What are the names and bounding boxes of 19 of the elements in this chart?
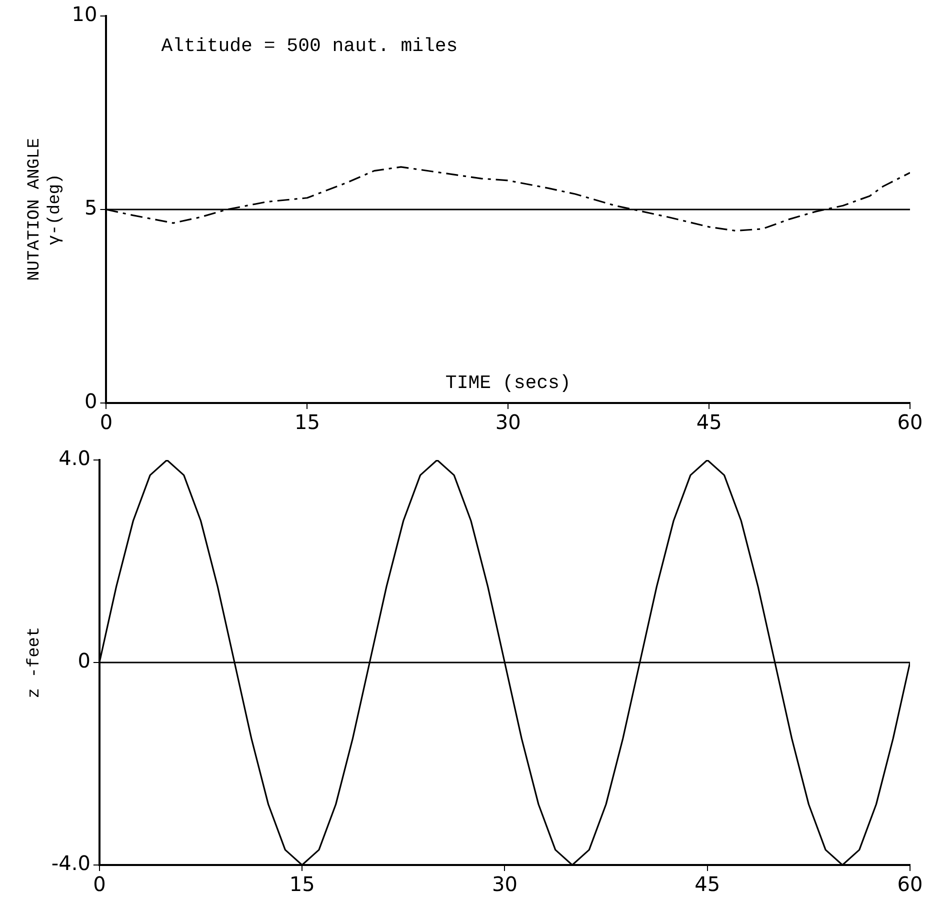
y-axis-title: NUTATION ANGLE γ-(deg): [26, 138, 66, 281]
y-tick-label: 0: [84, 389, 98, 414]
y-tick-label: 10: [72, 2, 98, 26]
x-tick-label: 30: [492, 872, 518, 896]
x-tick-label: 15: [294, 410, 320, 434]
y-tick-label: 0: [78, 648, 90, 673]
x-tick-label: 15: [289, 872, 315, 896]
y-tick-label: -4.0: [51, 851, 90, 876]
x-tick-label: 45: [694, 872, 720, 896]
annotation: Altitude = 500 naut. miles: [161, 35, 458, 58]
x-tick-label: 60: [897, 872, 923, 896]
x-tick-label: 45: [696, 410, 722, 434]
y-axis-title: z -feet: [26, 626, 45, 698]
y-tick-label: 4.0: [58, 446, 90, 470]
x-tick-label: 0: [100, 410, 113, 434]
x-axis-title: TIME (secs): [445, 372, 571, 394]
y-tick-label: 5: [84, 196, 98, 220]
x-tick-label: 60: [897, 410, 923, 434]
x-tick-label: 30: [495, 410, 521, 434]
